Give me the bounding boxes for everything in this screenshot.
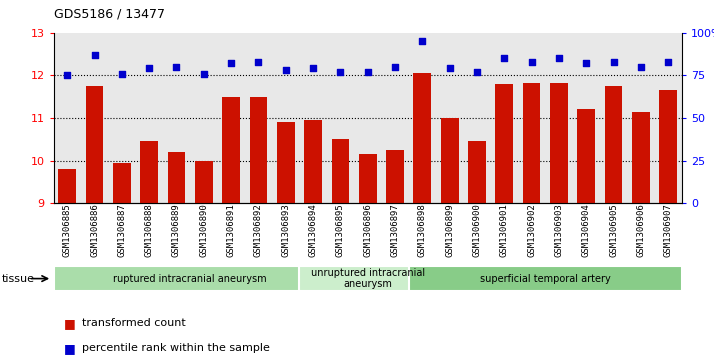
Point [444,66,456,72]
Bar [331,139,349,203]
Bar [299,266,436,291]
Point [635,64,647,70]
Point [498,55,510,61]
Text: GSM1306901: GSM1306901 [500,203,509,257]
Text: GSM1306898: GSM1306898 [418,203,427,257]
Point [226,61,237,66]
Text: ■: ■ [64,317,76,330]
Text: GSM1306894: GSM1306894 [308,203,318,257]
Bar [304,120,322,203]
Bar [359,154,376,203]
Bar [168,152,186,203]
Bar [386,150,404,203]
Text: GSM1306906: GSM1306906 [636,203,645,257]
Bar [413,73,431,203]
Point [307,66,318,72]
Text: GSM1306902: GSM1306902 [527,203,536,257]
Text: GSM1306896: GSM1306896 [363,203,372,257]
Bar [195,162,213,203]
Bar [659,90,677,203]
Point [253,59,264,65]
Point [663,59,674,65]
Text: percentile rank within the sample: percentile rank within the sample [82,343,270,354]
Point [417,38,428,44]
Text: GSM1306895: GSM1306895 [336,203,345,257]
Bar [408,266,682,291]
Point [580,61,592,66]
Text: transformed count: transformed count [82,318,186,328]
Text: GSM1306889: GSM1306889 [172,203,181,257]
Bar [113,163,131,203]
Bar [523,83,540,203]
Text: GSM1306885: GSM1306885 [63,203,71,257]
Point [471,69,483,75]
Text: GSM1306888: GSM1306888 [145,203,154,257]
Text: ruptured intracranial aneurysm: ruptured intracranial aneurysm [114,274,267,284]
Bar [277,122,295,203]
Text: tissue: tissue [2,274,35,284]
Bar [54,266,327,291]
Text: GSM1306904: GSM1306904 [582,203,590,257]
Bar [140,142,158,203]
Bar [222,97,240,203]
Point [61,72,73,78]
Text: GSM1306897: GSM1306897 [391,203,400,257]
Point [362,69,373,75]
Point [89,52,100,58]
Text: GSM1306886: GSM1306886 [90,203,99,257]
Point [144,66,155,72]
Bar [86,86,104,203]
Text: GSM1306887: GSM1306887 [117,203,126,257]
Point [198,71,209,77]
Bar [250,97,267,203]
Bar [468,142,486,203]
Text: ■: ■ [64,342,76,355]
Point [389,64,401,70]
Bar [632,111,650,203]
Text: GSM1306890: GSM1306890 [199,203,208,257]
Bar [496,84,513,203]
Text: GSM1306892: GSM1306892 [254,203,263,257]
Text: GSM1306907: GSM1306907 [664,203,673,257]
Text: GSM1306899: GSM1306899 [445,203,454,257]
Bar [578,110,595,203]
Text: unruptured intracranial
aneurysm: unruptured intracranial aneurysm [311,268,425,289]
Text: GSM1306891: GSM1306891 [226,203,236,257]
Text: GDS5186 / 13477: GDS5186 / 13477 [54,7,164,20]
Point [280,67,291,73]
Bar [550,83,568,203]
Point [116,71,128,77]
Point [526,59,538,65]
Point [171,64,182,70]
Bar [605,86,623,203]
Point [335,69,346,75]
Bar [59,169,76,203]
Text: superficial temporal artery: superficial temporal artery [480,274,610,284]
Bar [441,118,458,203]
Point [608,59,619,65]
Point [553,55,565,61]
Text: GSM1306900: GSM1306900 [473,203,481,257]
Text: GSM1306903: GSM1306903 [555,203,563,257]
Text: GSM1306905: GSM1306905 [609,203,618,257]
Text: GSM1306893: GSM1306893 [281,203,291,257]
